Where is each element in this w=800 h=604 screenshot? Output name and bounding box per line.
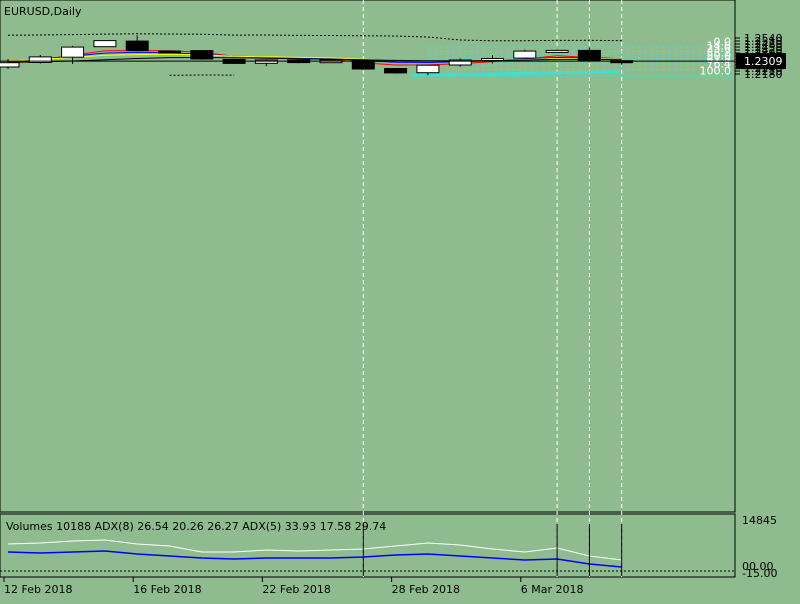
x-tick-label-1: 16 Feb 2018 [133, 583, 201, 596]
y-tick-label-12: 1.2180 [744, 68, 783, 81]
candle-body-13 [417, 65, 439, 73]
candle-body-8 [255, 60, 277, 63]
candle-body-15 [482, 59, 504, 61]
candle-body-1 [29, 57, 51, 63]
candle-body-5 [159, 51, 181, 53]
candle-body-16 [514, 51, 536, 58]
x-tick-label-3: 28 Feb 2018 [392, 583, 460, 596]
x-tick-label-2: 22 Feb 2018 [262, 583, 330, 596]
chart-title: EURUSD,Daily [4, 5, 82, 18]
candle-body-3 [94, 41, 116, 47]
candle-body-6 [191, 51, 213, 59]
candle-body-11 [352, 60, 374, 69]
candle-body-2 [62, 47, 84, 57]
volume-panel-header: Volumes 10188 ADX(8) 26.54 20.26 26.27 A… [6, 520, 386, 533]
candle-body-12 [385, 69, 407, 73]
candle-body-17 [546, 50, 568, 52]
volume-y-label-0: 14845 [742, 514, 777, 527]
candle-body-4 [126, 41, 148, 51]
current-price-tag-text: 1.2309 [744, 55, 783, 68]
candle-body-18 [578, 50, 600, 60]
x-tick-label-0: 12 Feb 2018 [4, 583, 72, 596]
volume-y-label-2: -15.00 [742, 567, 777, 580]
x-tick-label-4: 6 Mar 2018 [521, 583, 584, 596]
candle-body-0 [0, 63, 19, 67]
fib-level-label-7: 100.0 [700, 64, 732, 77]
